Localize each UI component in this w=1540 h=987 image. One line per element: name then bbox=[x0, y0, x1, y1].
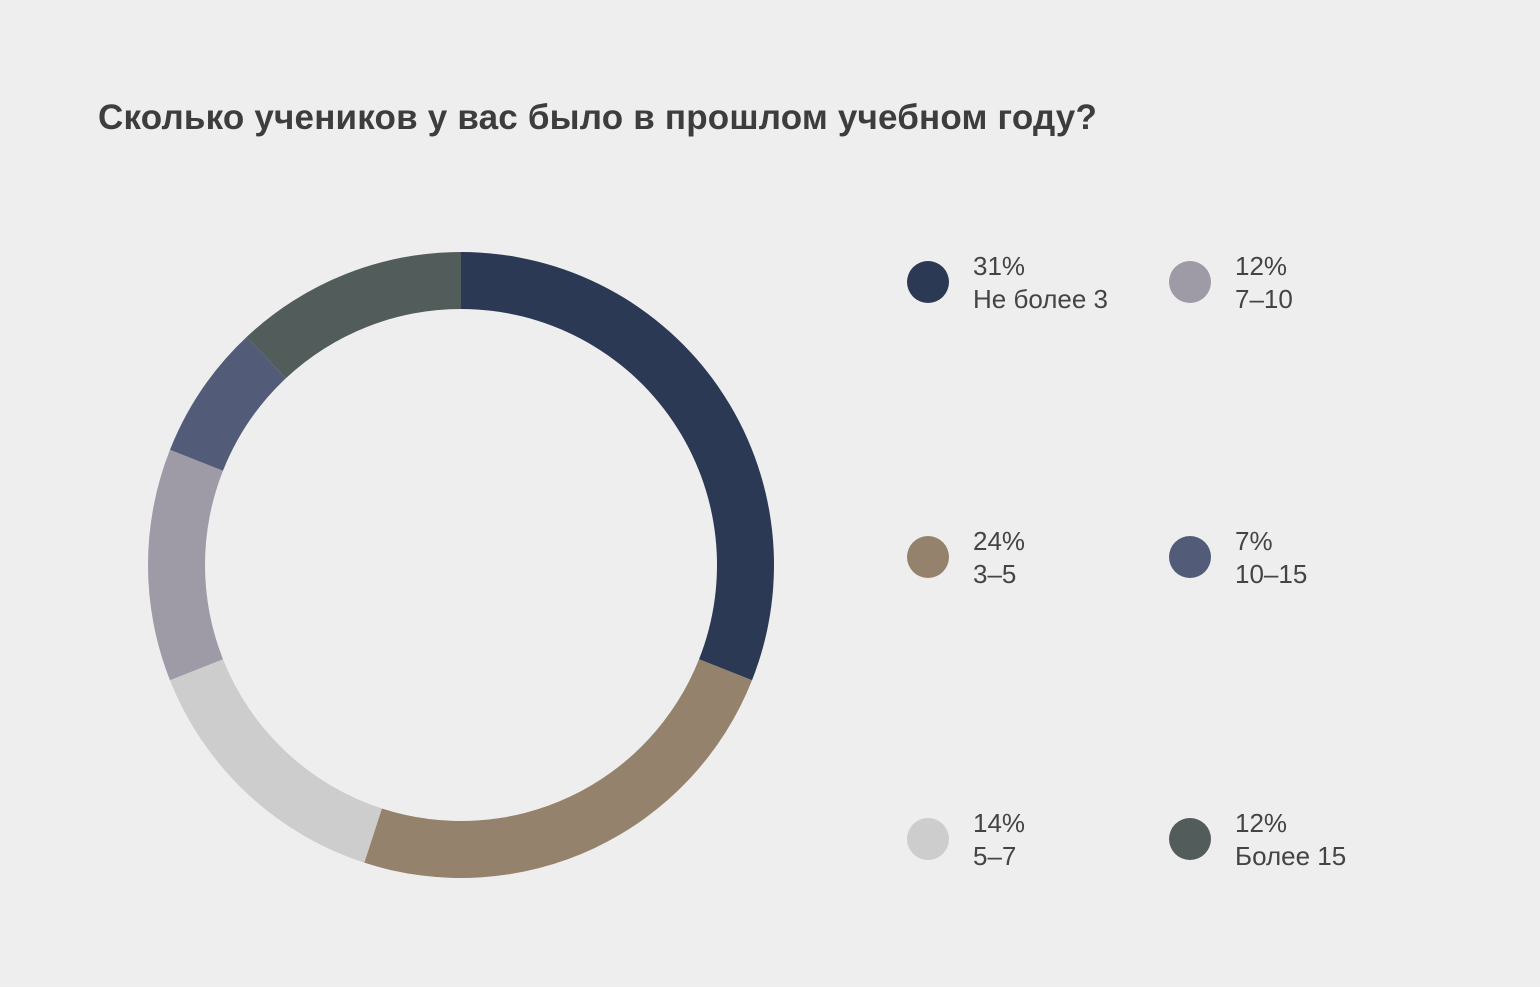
legend-item: 12% Более 15 bbox=[1169, 807, 1346, 873]
donut-slice bbox=[169, 659, 382, 863]
legend-swatch bbox=[907, 536, 949, 578]
legend-text: 12% Более 15 bbox=[1235, 807, 1346, 873]
chart-title: Сколько учеников у вас было в прошлом уч… bbox=[98, 98, 1098, 137]
legend-swatch bbox=[1169, 261, 1211, 303]
donut-slice bbox=[246, 252, 461, 379]
donut-slice bbox=[169, 336, 286, 471]
legend-percent: 12% bbox=[1235, 251, 1288, 281]
legend-label: 7–10 bbox=[1235, 284, 1293, 314]
legend-text: 24% 3–5 bbox=[973, 525, 1025, 591]
legend-item: 24% 3–5 bbox=[907, 525, 1025, 591]
legend-text: 12% 7–10 bbox=[1235, 250, 1293, 316]
legend-percent: 24% bbox=[973, 526, 1026, 556]
donut-slice bbox=[148, 449, 223, 681]
legend-text: 14% 5–7 bbox=[973, 807, 1025, 873]
legend-percent: 7% bbox=[1235, 526, 1273, 556]
legend-percent: 31% bbox=[973, 251, 1026, 281]
legend-item: 7% 10–15 bbox=[1169, 525, 1307, 591]
legend-swatch bbox=[907, 261, 949, 303]
legend-label: 3–5 bbox=[973, 559, 1017, 589]
legend-swatch bbox=[1169, 818, 1211, 860]
donut-slice bbox=[364, 659, 753, 878]
legend-label: 5–7 bbox=[973, 841, 1017, 871]
legend-label: Более 15 bbox=[1235, 841, 1347, 871]
legend-item: 12% 7–10 bbox=[1169, 250, 1293, 316]
legend-percent: 14% bbox=[973, 808, 1026, 838]
legend-swatch bbox=[1169, 536, 1211, 578]
donut-slice bbox=[461, 252, 774, 681]
legend-label: Не более 3 bbox=[973, 284, 1109, 314]
legend-text: 7% 10–15 bbox=[1235, 525, 1307, 591]
legend-percent: 12% bbox=[1235, 808, 1288, 838]
legend-item: 31% Не более 3 bbox=[907, 250, 1108, 316]
legend-label: 10–15 bbox=[1235, 559, 1308, 589]
legend-swatch bbox=[907, 818, 949, 860]
legend-text: 31% Не более 3 bbox=[973, 250, 1108, 316]
legend-item: 14% 5–7 bbox=[907, 807, 1025, 873]
